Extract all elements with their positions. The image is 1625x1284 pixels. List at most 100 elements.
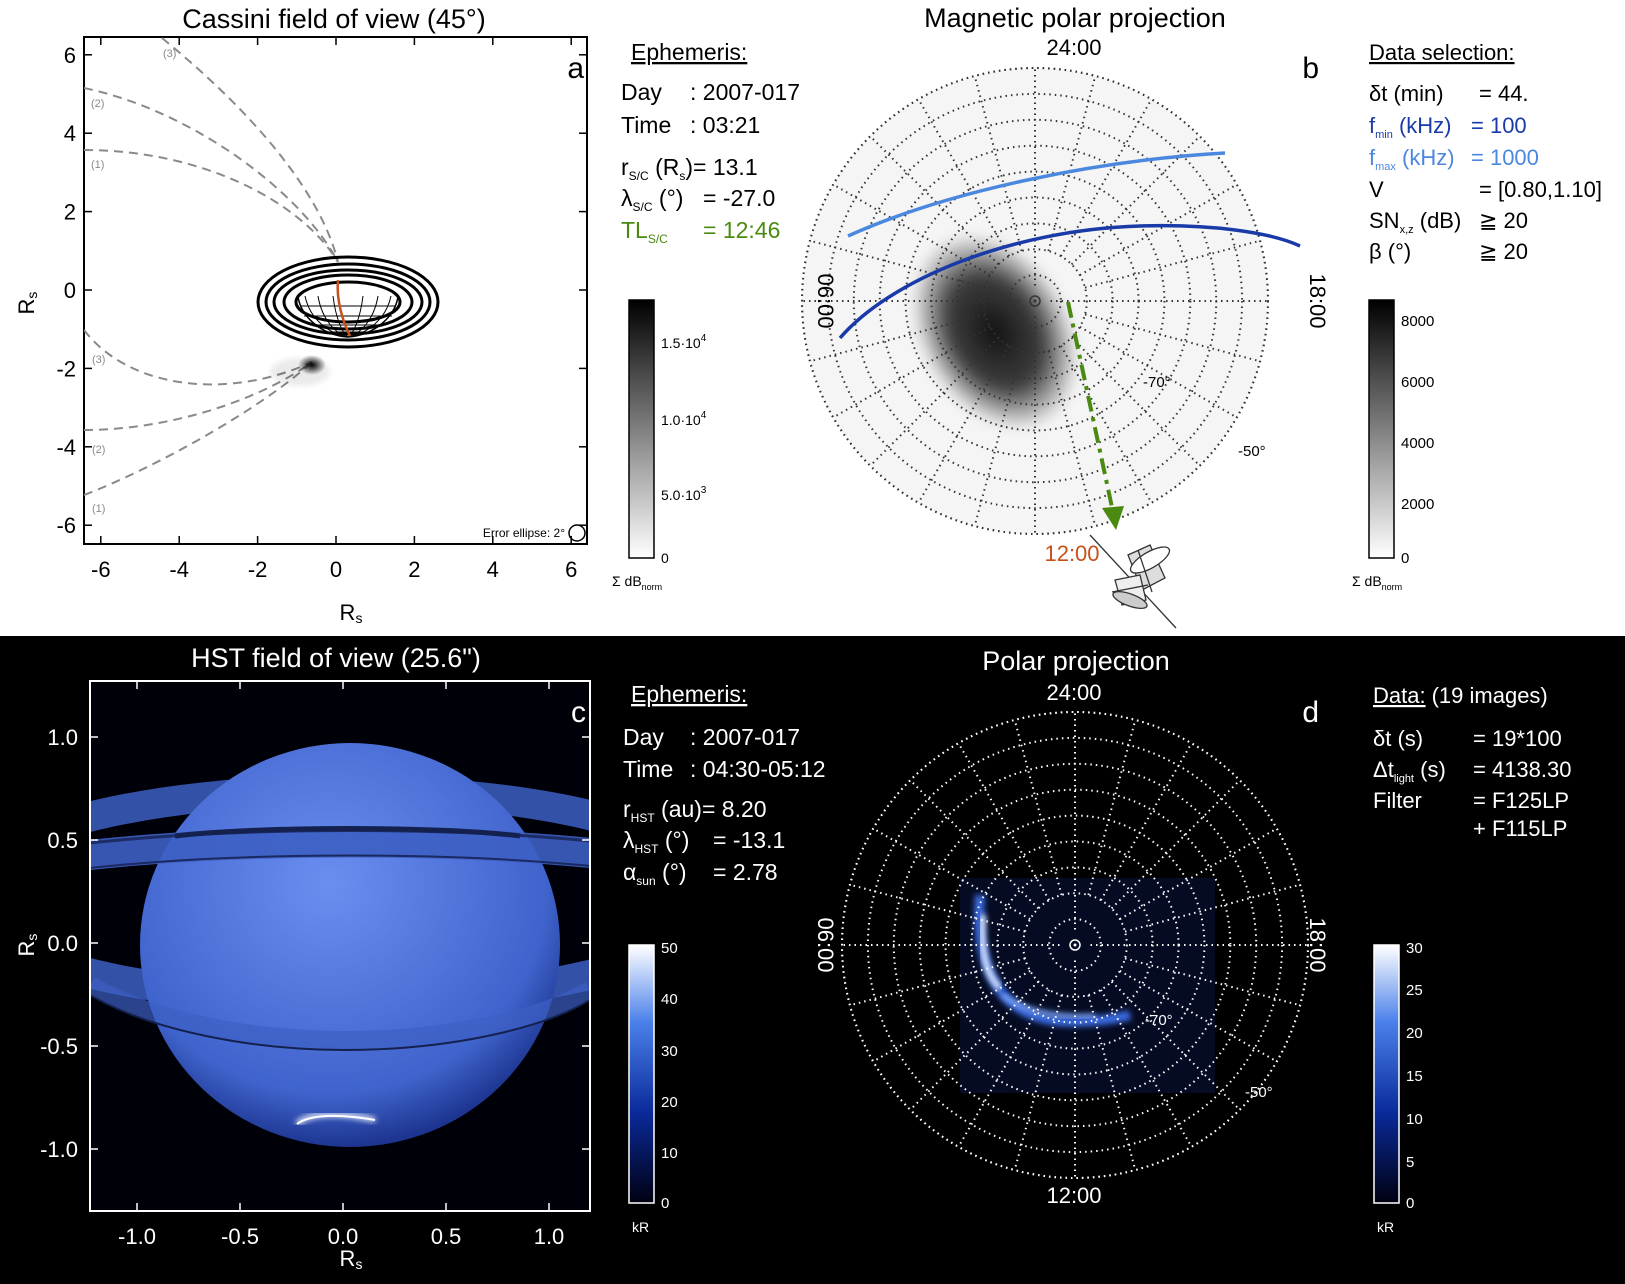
colorbar-tick: 30 [1406, 940, 1423, 957]
sel-row: δt (min) [1369, 81, 1444, 106]
panel-d-colorbar: 30 25 20 15 10 5 0 kR [1373, 940, 1423, 1235]
panel-d: Polar projection d 24:00 12:00 06:00 18:… [813, 646, 1571, 1235]
panel-c-title: HST field of view (25.6") [191, 643, 481, 673]
ephemeris-title: Ephemeris: [631, 681, 747, 707]
latitude-circle [996, 866, 1154, 1024]
panel-a-letter: a [567, 52, 584, 85]
arc-label: (1) [92, 503, 105, 515]
y-tick-label: -6 [56, 513, 76, 538]
eph-day-value: : 2007-017 [690, 724, 800, 750]
eph-day-label: Day [623, 724, 664, 750]
data-row: δt (s) [1373, 726, 1423, 751]
colorbar-tick: 0 [661, 550, 669, 566]
y-tick-label: -1.0 [40, 1137, 78, 1162]
pole-marker [1029, 295, 1041, 307]
latitude-circle [918, 788, 1232, 1102]
selection-title: Data selection: [1369, 40, 1515, 65]
latitude-circle [878, 144, 1192, 458]
colorbar-label: Σ dBnorm [612, 573, 662, 592]
data-value: = 4138.30 [1473, 757, 1571, 782]
panel-a-title: Cassini field of view (45°) [182, 4, 485, 34]
y-tick-label: -0.5 [40, 1034, 78, 1059]
x-tick-label: 4 [487, 557, 499, 582]
latitude-circle [1048, 918, 1102, 972]
panel-b-polar-grid [801, 67, 1269, 535]
panel-a-xlabel: Rs [340, 600, 363, 626]
panel-a-plot: (3) (2) (1) (3) (2) (1) [84, 37, 440, 515]
colorbar-tick: 20 [661, 1094, 678, 1111]
eph-r: rHST (au)= 8.20 [623, 796, 767, 825]
colorbar-gradient [628, 944, 655, 1204]
sel-value: = [0.80,1.10] [1479, 177, 1602, 202]
colorbar-label: kR [1377, 1219, 1394, 1235]
lat-label: -50° [1245, 1084, 1273, 1101]
sel-value: ≧ 20 [1479, 239, 1528, 264]
lt-label-top: 24:00 [1046, 680, 1101, 705]
eph-time-label: Time [623, 756, 673, 782]
eph-lat-value: = -13.1 [713, 827, 785, 853]
eph-lat: λS/C (°) [621, 185, 683, 214]
sel-value: = 100 [1471, 113, 1527, 138]
sel-row: β (°) [1369, 239, 1411, 264]
fmax-curve [847, 151, 1226, 238]
fmin-curve [838, 223, 1301, 340]
eph-tl-value: = 12:46 [703, 217, 780, 243]
lat-label: -70° [1145, 1012, 1173, 1029]
lt-label-left: 06:00 [813, 273, 838, 328]
panel-a-ephemeris: Ephemeris: Day : 2007-017 Time : 03:21 r… [621, 39, 800, 246]
x-tick-label: 0.5 [431, 1224, 462, 1249]
panel-c-axes: -1.0 -0.5 0.0 0.5 1.0 1.0 0.5 0.0 -0.5 -1.0 [40, 681, 590, 1249]
panel-a: Cassini field of view (45°) a (3) (2) (1… [14, 4, 800, 626]
sel-value: = 1000 [1471, 145, 1539, 170]
data-value: = 19*100 [1473, 726, 1562, 751]
colorbar-gradient [628, 299, 655, 559]
panel-a-frame [83, 36, 588, 545]
polar-boundary [841, 711, 1309, 1179]
eph-lat-value: = -27.0 [703, 185, 775, 211]
latitude-circle [904, 170, 1166, 432]
colorbar-tick: 2000 [1401, 496, 1434, 513]
colorbar-tick: 6000 [1401, 374, 1434, 391]
colorbar-tick: 1.0·104 [661, 410, 707, 428]
panel-c-letter: c [571, 696, 586, 729]
error-ellipse-label: Error ellipse: 2° [483, 526, 565, 540]
pole-marker [1069, 939, 1081, 951]
panel-d-data: Data: (19 images) δt (s) = 19*100 Δtlight… [1373, 683, 1571, 841]
colorbar-tick: 15 [1406, 1068, 1423, 1085]
panel-c-frame [89, 680, 591, 1212]
eph-r: rS/C (Rs)= 13.1 [621, 154, 758, 183]
lt-label-bottom: 12:00 [1046, 1183, 1101, 1208]
colorbar-tick: 0 [661, 1195, 669, 1212]
panel-b: Magnetic polar projection b 24:00 12:00 … [801, 3, 1602, 629]
y-tick-label: -2 [56, 356, 76, 381]
data-value: + F115LP [1473, 816, 1567, 841]
latitude-circle [826, 92, 1244, 510]
latitude-circle [1022, 892, 1128, 998]
eph-time-value: : 03:21 [690, 112, 760, 138]
y-tick-label: 0.5 [47, 828, 78, 853]
panel-b-title: Magnetic polar projection [924, 3, 1226, 33]
x-tick-label: -4 [169, 557, 189, 582]
colorbar-label: kR [632, 1219, 649, 1235]
colorbar-tick: 10 [1406, 1111, 1423, 1128]
y-tick-label: 1.0 [47, 725, 78, 750]
colorbar-tick: 5 [1406, 1154, 1414, 1171]
saturn-disk [140, 743, 560, 1147]
colorbar-tick: 0 [1401, 550, 1409, 567]
colorbar-tick: 40 [661, 991, 678, 1008]
lat-label: -70° [1143, 374, 1171, 391]
y-tick-label: 6 [64, 43, 76, 68]
arc-label: (3) [163, 48, 176, 60]
x-tick-label: 1.0 [534, 1224, 565, 1249]
x-tick-label: 0 [330, 557, 342, 582]
panel-c: HST field of view (25.6") c -1.0 -0.5 0.0 0… [14, 643, 826, 1272]
latitude-circle [956, 222, 1114, 380]
data-row: Δtlight (s) [1373, 757, 1446, 785]
colorbar-tick: 10 [661, 1145, 678, 1162]
colorbar-tick: 1.5·104 [661, 333, 707, 351]
lt-label-bottom: 12:00 [1044, 541, 1099, 566]
data-title: Data: (19 images) [1373, 683, 1548, 708]
eph-time-value: : 04:30-05:12 [690, 756, 826, 782]
sel-row: SNx,z (dB) [1369, 208, 1461, 236]
latitude-circle [1008, 274, 1062, 328]
